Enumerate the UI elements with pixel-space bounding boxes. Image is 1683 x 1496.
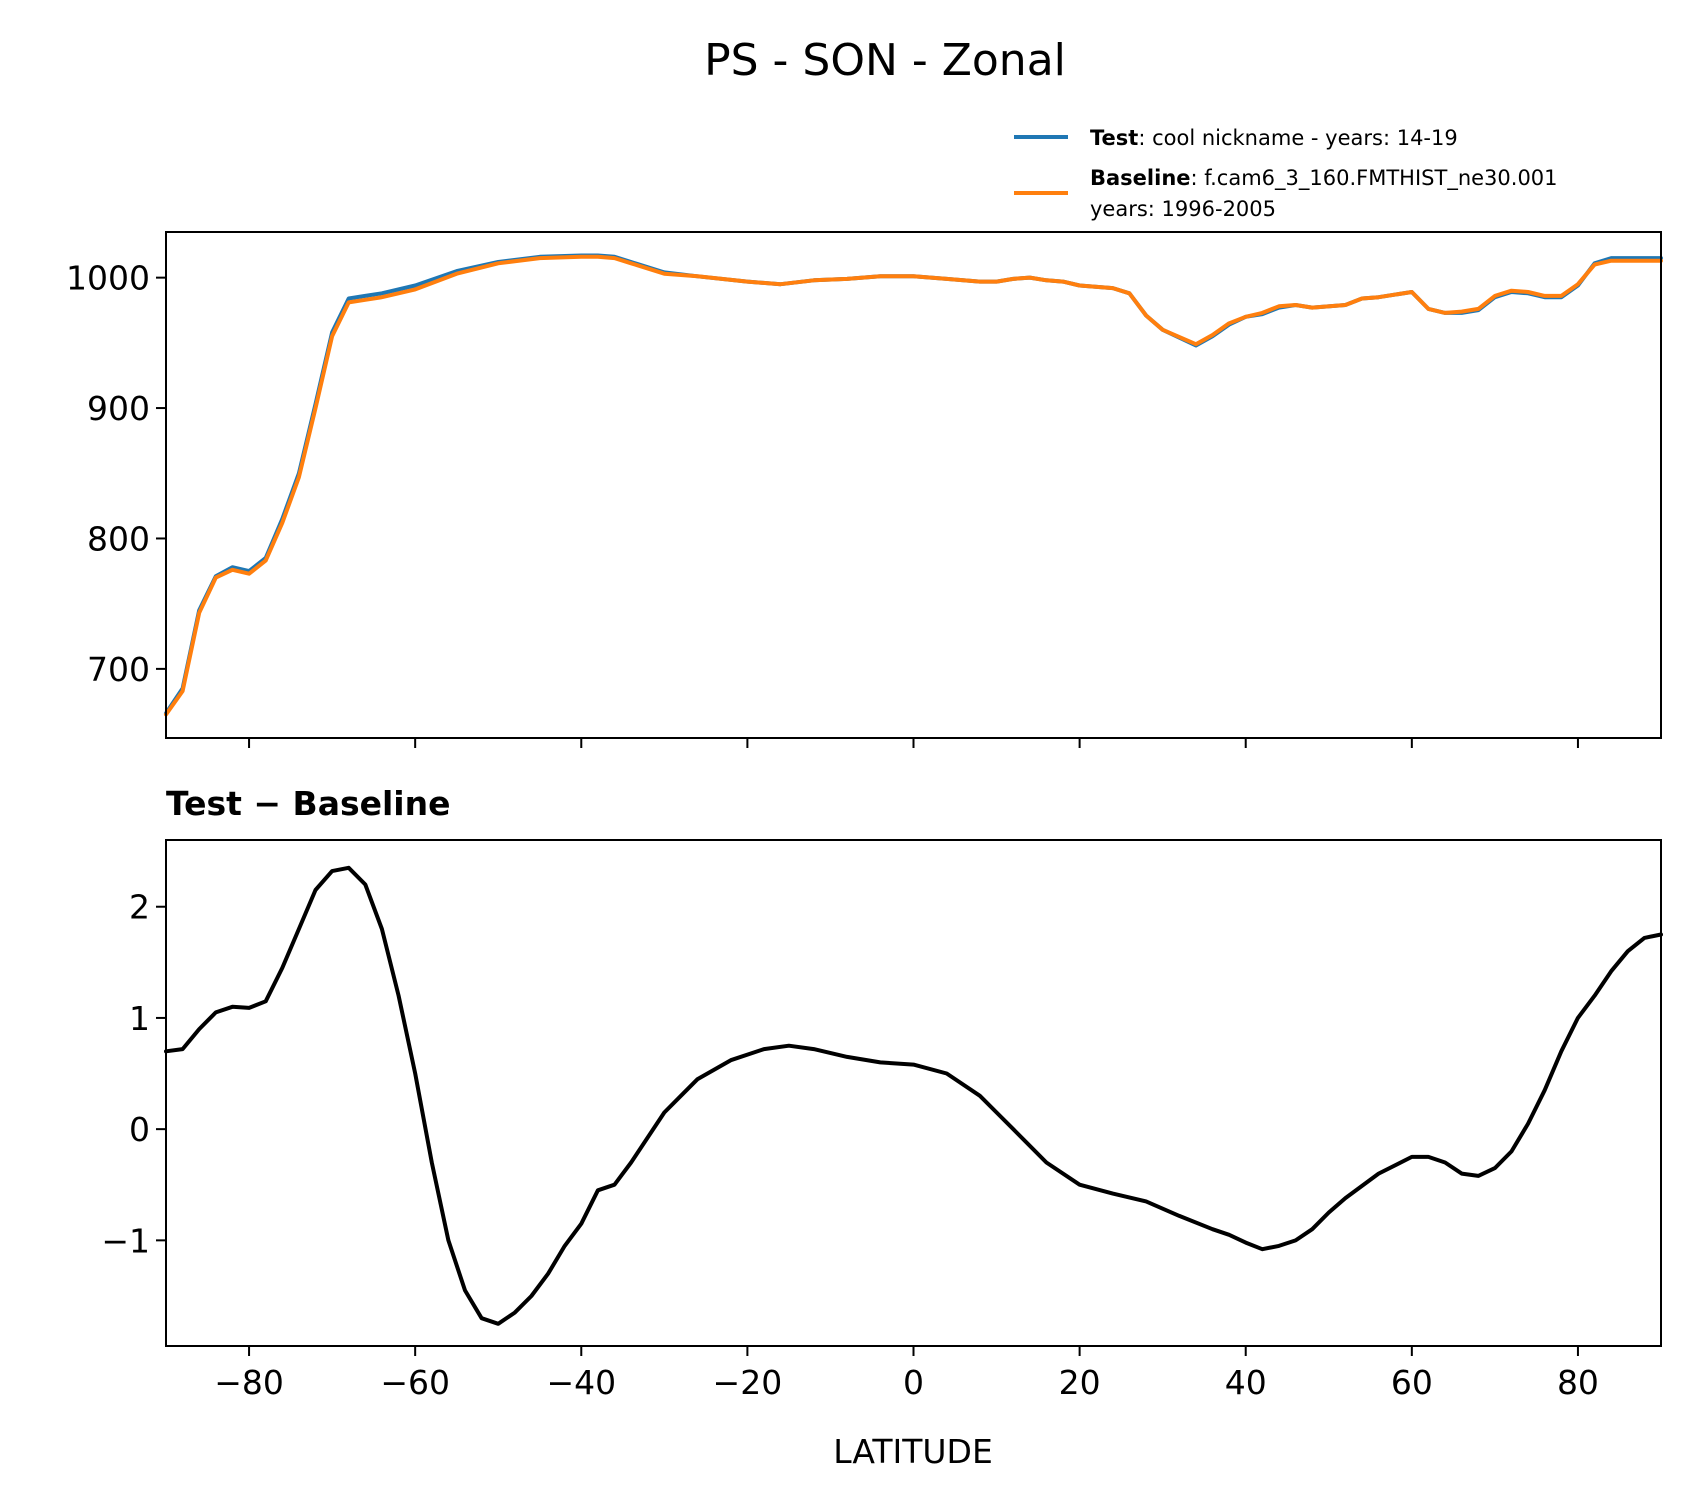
bottom-xtick-label: −40 bbox=[546, 1363, 616, 1402]
top-yaxis-ticks: 700 800 900 1000 bbox=[66, 259, 166, 689]
bottom-xtick-label: 40 bbox=[1225, 1363, 1267, 1402]
legend-baseline-label: Baseline: f.cam6_3_160.FMTHIST_ne30.001 bbox=[1090, 166, 1558, 191]
top-series-line-baseline bbox=[164, 254, 1663, 717]
legend-test-name: Test bbox=[1090, 126, 1138, 150]
bottom-xaxis-ticks: −80 −60 −40 −20 0 20 40 60 80 bbox=[214, 1346, 1599, 1402]
legend-baseline-name: Baseline bbox=[1090, 166, 1191, 190]
legend: Test: cool nickname - years: 14-19 Basel… bbox=[1014, 126, 1558, 221]
bottom-yaxis-ticks: −1 0 1 2 bbox=[101, 888, 166, 1260]
bottom-ytick-label: −1 bbox=[101, 1221, 150, 1260]
legend-test-label: Test: cool nickname - years: 14-19 bbox=[1090, 126, 1458, 150]
bottom-ytick-label: 0 bbox=[129, 1110, 150, 1149]
bottom-series-line-difference bbox=[164, 865, 1663, 1326]
bottom-ytick-label: 2 bbox=[129, 888, 150, 927]
legend-test-desc: : cool nickname - years: 14-19 bbox=[1138, 126, 1457, 150]
legend-baseline-years: years: 1996-2005 bbox=[1090, 197, 1276, 221]
bottom-series-group bbox=[164, 865, 1663, 1326]
bottom-xtick-label: 20 bbox=[1059, 1363, 1101, 1402]
bottom-xtick-label: 80 bbox=[1557, 1363, 1599, 1402]
top-series-line-test bbox=[164, 253, 1663, 716]
top-ytick-label: 800 bbox=[87, 519, 150, 558]
bottom-xtick-label: −80 bbox=[214, 1363, 284, 1402]
bottom-xtick-label: −20 bbox=[713, 1363, 783, 1402]
top-ytick-label: 900 bbox=[87, 389, 150, 428]
bottom-plot-frame bbox=[165, 839, 1662, 1347]
bottom-ytick-label: 1 bbox=[129, 999, 150, 1038]
x-axis-label: LATITUDE bbox=[833, 1432, 993, 1471]
bottom-panel-title: Test − Baseline bbox=[166, 784, 451, 823]
bottom-xtick-label: 0 bbox=[903, 1363, 924, 1402]
top-ytick-label: 1000 bbox=[66, 259, 150, 298]
figure-title: PS - SON - Zonal bbox=[704, 35, 1066, 86]
legend-baseline-desc: : f.cam6_3_160.FMTHIST_ne30.001 bbox=[1191, 166, 1558, 191]
top-xaxis-ticks bbox=[248, 738, 1579, 748]
top-series-group bbox=[164, 253, 1663, 717]
top-panel: 700 800 900 1000 bbox=[66, 231, 1663, 748]
bottom-panel: Test − Baseline −1 0 1 2 −80 −60 −40 −20 0 20 40 6… bbox=[101, 784, 1663, 1471]
top-plot-frame bbox=[165, 231, 1662, 739]
top-ytick-label: 700 bbox=[87, 650, 150, 689]
bottom-xtick-label: −60 bbox=[380, 1363, 450, 1402]
bottom-xtick-label: 60 bbox=[1391, 1363, 1433, 1402]
